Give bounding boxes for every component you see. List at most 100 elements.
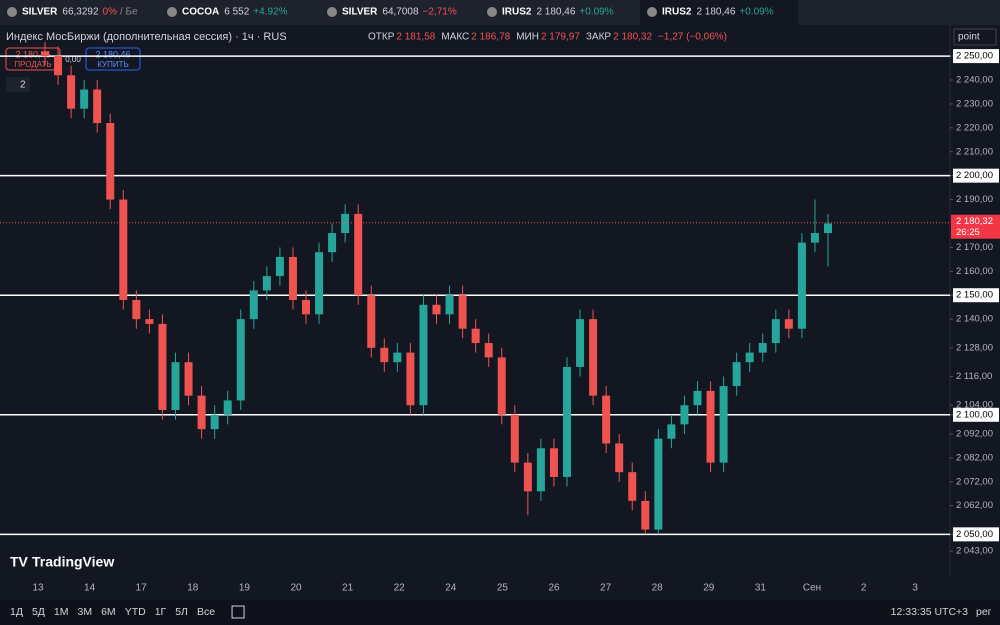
tab-change: +0.09% [739, 7, 773, 18]
candle-body [549, 448, 558, 477]
candle-body [302, 300, 310, 315]
ohlc-change: −1,27 (−0,06%) [658, 32, 727, 43]
y-tick-label: 2 160,00 [956, 266, 993, 277]
level-box [953, 288, 999, 303]
range-button[interactable]: 1Г [155, 606, 167, 618]
date-picker[interactable] [231, 605, 245, 619]
candle-body [236, 319, 245, 401]
range-button[interactable]: 1М [54, 606, 69, 618]
bottom-toolbar [0, 600, 1000, 625]
spread: 0,00 [65, 55, 81, 64]
tab-change: −2,71% [423, 7, 457, 18]
candle-body [223, 400, 232, 415]
candle-body [471, 328, 480, 344]
countdown: 26:25 [956, 227, 980, 238]
candle-body [784, 319, 793, 329]
tab-symbol: SILVER [22, 7, 58, 18]
candle-body [171, 362, 180, 410]
x-tick-label: 28 [652, 583, 664, 594]
candle-body [680, 405, 689, 425]
x-tick-label: 20 [290, 583, 302, 594]
candle-body [719, 386, 728, 463]
buy-button[interactable] [85, 47, 141, 71]
ohlc-label: ОТКР [368, 32, 395, 43]
scale-mode[interactable] [953, 28, 997, 46]
x-tick-label: 21 [342, 583, 354, 594]
candle-body [184, 362, 193, 396]
x-tick-label: 24 [445, 583, 457, 594]
candle-body [93, 89, 102, 124]
candle-body [393, 352, 402, 363]
x-tick-label: 27 [600, 583, 612, 594]
ohlc-value: 2 180,32 [613, 32, 652, 43]
tab-icon [487, 7, 497, 17]
tab-icon [647, 7, 657, 17]
tab-price: 64,7008 [382, 7, 419, 18]
candle-body [367, 295, 376, 348]
candle-body [484, 343, 493, 358]
session: рег [976, 606, 992, 618]
candle-body [732, 362, 741, 387]
y-tick-label: 2 140,00 [956, 314, 993, 325]
candle-body [210, 414, 219, 430]
tab-symbol: SILVER [342, 7, 378, 18]
candle-body [145, 319, 154, 324]
candle-body [693, 390, 702, 406]
range-button[interactable]: 6М [101, 606, 116, 618]
tab[interactable] [0, 0, 158, 25]
brand: TradingView [32, 554, 114, 570]
tab[interactable] [480, 0, 638, 25]
range-button[interactable]: 5Л [175, 606, 188, 618]
y-tick-label: 2 062,00 [956, 500, 993, 511]
y-tick-label: 2 170,00 [956, 242, 993, 253]
candle-body [523, 462, 532, 492]
x-tick-label: 19 [239, 583, 251, 594]
range-button[interactable]: 1Д [10, 606, 23, 618]
ohlc-label: МИН [516, 32, 539, 43]
tab-change: 0% [103, 7, 118, 18]
candle-body [41, 51, 49, 57]
indicator-toggle[interactable] [6, 77, 30, 92]
x-tick-label: 31 [755, 583, 767, 594]
sell-price: 2 180,46 [15, 49, 50, 59]
tab-price: 2 180,46 [536, 7, 575, 18]
range-button[interactable]: YTD [125, 606, 146, 618]
candle-body [615, 443, 624, 473]
candle-body [54, 56, 63, 76]
range-button[interactable]: 5Д [32, 606, 45, 618]
range-button[interactable]: 3М [78, 606, 93, 618]
x-tick-label: 13 [32, 583, 44, 594]
y-tick-label: 2 240,00 [956, 75, 993, 86]
candle-body [536, 448, 545, 492]
candle-body [758, 343, 767, 353]
range-button[interactable]: Все [197, 606, 215, 618]
y-tick-label: 2 150,00 [956, 290, 993, 301]
tab[interactable] [320, 0, 478, 25]
chart-header: Индекс МосБиржи (дополнительная сессия) … [6, 31, 287, 43]
x-tick-label: 18 [187, 583, 199, 594]
x-tick-label: 2 [861, 583, 867, 594]
tab-symbol: IRUS2 [662, 7, 692, 18]
tab-icon [327, 7, 337, 17]
candle-body [354, 213, 363, 296]
last-price-label: 2 180,32 [956, 216, 993, 227]
candle-body [132, 300, 141, 320]
tab[interactable] [640, 0, 798, 25]
tab[interactable] [160, 0, 318, 25]
y-tick-label: 2 250,00 [956, 51, 993, 62]
y-tick-label: 2 190,00 [956, 194, 993, 205]
tab-price: 66,3292 [62, 7, 99, 18]
clock: 12:33:35 UTC+3 [891, 606, 969, 618]
candle-body [641, 500, 650, 530]
level-box [953, 168, 999, 183]
y-tick-label: 2 104,00 [956, 400, 993, 411]
candle-body [797, 242, 806, 329]
ohlc-value: 2 179,97 [541, 32, 580, 43]
candle-body [328, 233, 337, 253]
brand-logo: TV [10, 554, 29, 570]
candle-body [432, 304, 441, 315]
y-tick-label: 2 100,00 [956, 409, 993, 420]
buy-label: КУПИТЬ [97, 60, 128, 69]
tab-icon [167, 7, 177, 17]
candle-body [106, 123, 115, 200]
